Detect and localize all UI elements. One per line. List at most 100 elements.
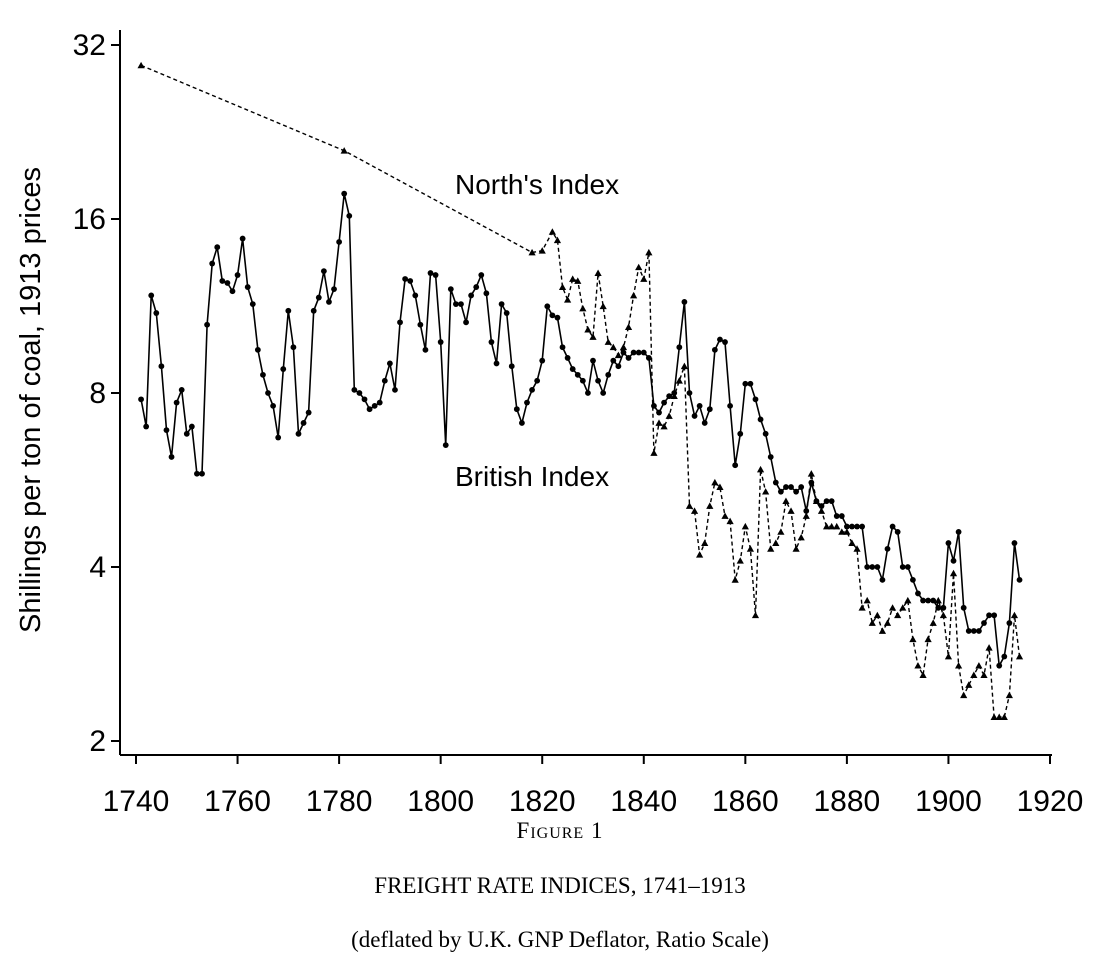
data-point [915,590,921,597]
plot-area [137,61,1024,720]
data-point [254,346,261,353]
data-point [473,284,480,290]
series-line-british [140,193,1021,669]
data-point [873,611,881,619]
data-point [742,380,749,387]
data-point [782,497,790,505]
data-point [930,597,937,604]
data-point [990,713,998,720]
data-point [599,302,607,310]
data-point [711,346,718,353]
data-point [285,307,292,314]
data-point [600,390,607,396]
data-point [1001,653,1008,660]
data-point [746,545,755,552]
data-point [493,360,500,367]
data-point [904,596,912,604]
data-point [295,430,302,437]
data-point [574,371,581,378]
data-point [605,371,612,378]
data-point [919,671,927,679]
data-point [868,619,876,626]
y-tick-label: 2 [89,725,106,758]
data-point [478,272,485,278]
data-point [386,360,393,367]
series-north [137,61,1024,720]
data-point [371,402,378,409]
data-point [458,301,464,307]
data-point [914,662,922,669]
data-point [249,301,256,307]
data-point [558,283,567,290]
x-tick-label: 1780 [306,785,373,818]
data-point [731,576,739,583]
data-point [899,604,907,611]
data-point [817,507,826,514]
data-point [854,523,860,530]
data-point [717,336,723,343]
data-point [751,611,760,619]
x-tick-label: 1860 [712,785,779,818]
data-point [772,539,780,546]
data-point [595,377,601,384]
data-point [828,522,836,530]
data-point [584,325,592,333]
data-point [772,479,779,486]
data-point [848,539,856,546]
data-point [696,402,703,409]
data-point [453,301,459,307]
data-point [320,268,327,275]
data-point [737,430,744,437]
data-point [559,344,566,351]
data-point [996,662,1003,669]
data-point [300,420,307,426]
data-point [970,671,978,679]
data-point [792,545,800,552]
data-point [965,628,972,634]
x-tick-label: 1880 [814,785,881,818]
data-point [925,597,932,604]
data-point [701,420,708,426]
data-point [945,540,952,546]
data-point [194,470,200,477]
data-point [163,427,170,434]
data-point [539,357,546,364]
annotation-british-index: British Index [455,461,609,492]
data-point [402,276,409,282]
annotations: North's Index British Index [455,169,619,492]
data-point [681,299,688,305]
data-point [143,423,150,430]
data-point [981,620,987,626]
data-point [239,235,246,242]
chart-title: FREIGHT RATE INDICES, 1741–1913 [374,873,746,898]
data-point [869,564,876,570]
data-point [564,296,572,303]
data-point [949,569,958,577]
data-point [656,409,662,416]
data-point [894,611,902,619]
data-point [727,402,733,409]
y-tick-label: 4 [89,551,106,584]
data-point [204,321,210,328]
data-point [519,420,525,426]
data-point [1000,713,1008,720]
data-point [944,652,953,660]
data-point [310,307,317,314]
data-point [991,612,998,619]
y-tick-label: 8 [89,377,106,410]
data-point [889,523,896,530]
data-point [929,619,937,626]
data-point [783,484,789,490]
data-point [823,498,830,505]
data-point [706,502,714,509]
data-point [392,386,398,393]
data-point [554,314,561,321]
data-point [690,507,699,514]
data-point [812,497,821,505]
data-point [331,286,337,293]
data-point [883,619,892,626]
data-point [939,611,947,619]
data-point [219,278,226,284]
data-point [376,399,383,406]
data-point [838,513,845,519]
